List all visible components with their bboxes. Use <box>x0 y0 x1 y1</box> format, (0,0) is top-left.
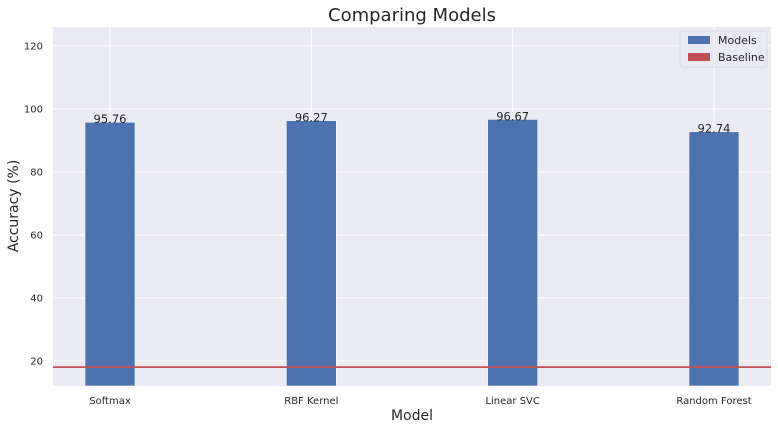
legend-swatch-models <box>688 36 710 44</box>
legend-label-baseline: Baseline <box>718 51 765 64</box>
data-label: 95.76 <box>94 112 127 126</box>
bar-rbf-kernel <box>286 120 337 387</box>
y-axis-label: Accuracy (%) <box>6 160 22 253</box>
data-labels: 95.76 96.27 96.67 92.74 <box>94 109 731 135</box>
plot-area <box>53 27 771 386</box>
bar-random-forest <box>688 131 740 387</box>
y-tick-label: 80 <box>30 167 43 178</box>
y-tick-label: 40 <box>30 293 43 304</box>
y-tick-label: 120 <box>24 41 43 52</box>
data-label: 92.74 <box>698 122 731 136</box>
legend-swatch-baseline <box>688 53 710 61</box>
y-tick-label: 60 <box>30 230 43 241</box>
data-label: 96.27 <box>295 111 328 125</box>
x-tick-labels: Softmax RBF Kernel Linear SVC Random Forest <box>89 396 751 407</box>
bar-softmax <box>84 121 136 387</box>
legend-label-models: Models <box>718 34 757 47</box>
y-tick-label: 100 <box>24 104 43 115</box>
y-tick-label: 20 <box>30 356 43 367</box>
bar-linear-svc <box>487 119 538 387</box>
bars <box>84 119 740 387</box>
x-tick-label: Random Forest <box>676 396 751 407</box>
x-tick-label: Softmax <box>89 396 131 407</box>
y-tick-labels: 20 40 60 80 100 120 <box>24 41 43 367</box>
data-label: 96.67 <box>496 109 529 123</box>
x-tick-label: RBF Kernel <box>284 396 338 407</box>
chart-title: Comparing Models <box>328 5 496 26</box>
x-tick-label: Linear SVC <box>485 396 539 407</box>
legend: Models Baseline <box>679 30 768 68</box>
x-axis-label: Model <box>391 408 433 424</box>
